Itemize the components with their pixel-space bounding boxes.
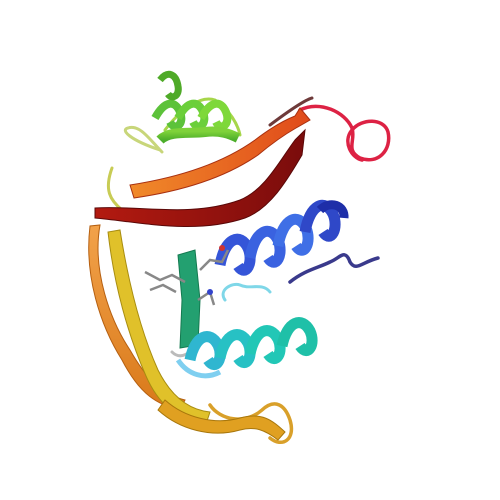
loop-bottom-orange xyxy=(208,402,294,444)
loop-upper-left xyxy=(123,125,164,154)
ligand-sticks xyxy=(144,245,230,306)
loop-cyan-to-helix xyxy=(221,282,272,302)
helix-green-top xyxy=(151,70,241,144)
helix-blue xyxy=(214,199,349,276)
helix-cyan xyxy=(175,317,318,379)
strand-dark-red xyxy=(94,128,306,228)
loop-c-terminus xyxy=(298,104,391,162)
loop-right-top xyxy=(268,96,314,127)
loop-n-terminus xyxy=(288,253,380,284)
loop-left-down xyxy=(106,166,124,212)
strand-orange-red xyxy=(129,107,311,199)
strand-gold-bottom xyxy=(157,399,286,441)
strand-green-central xyxy=(177,249,201,349)
